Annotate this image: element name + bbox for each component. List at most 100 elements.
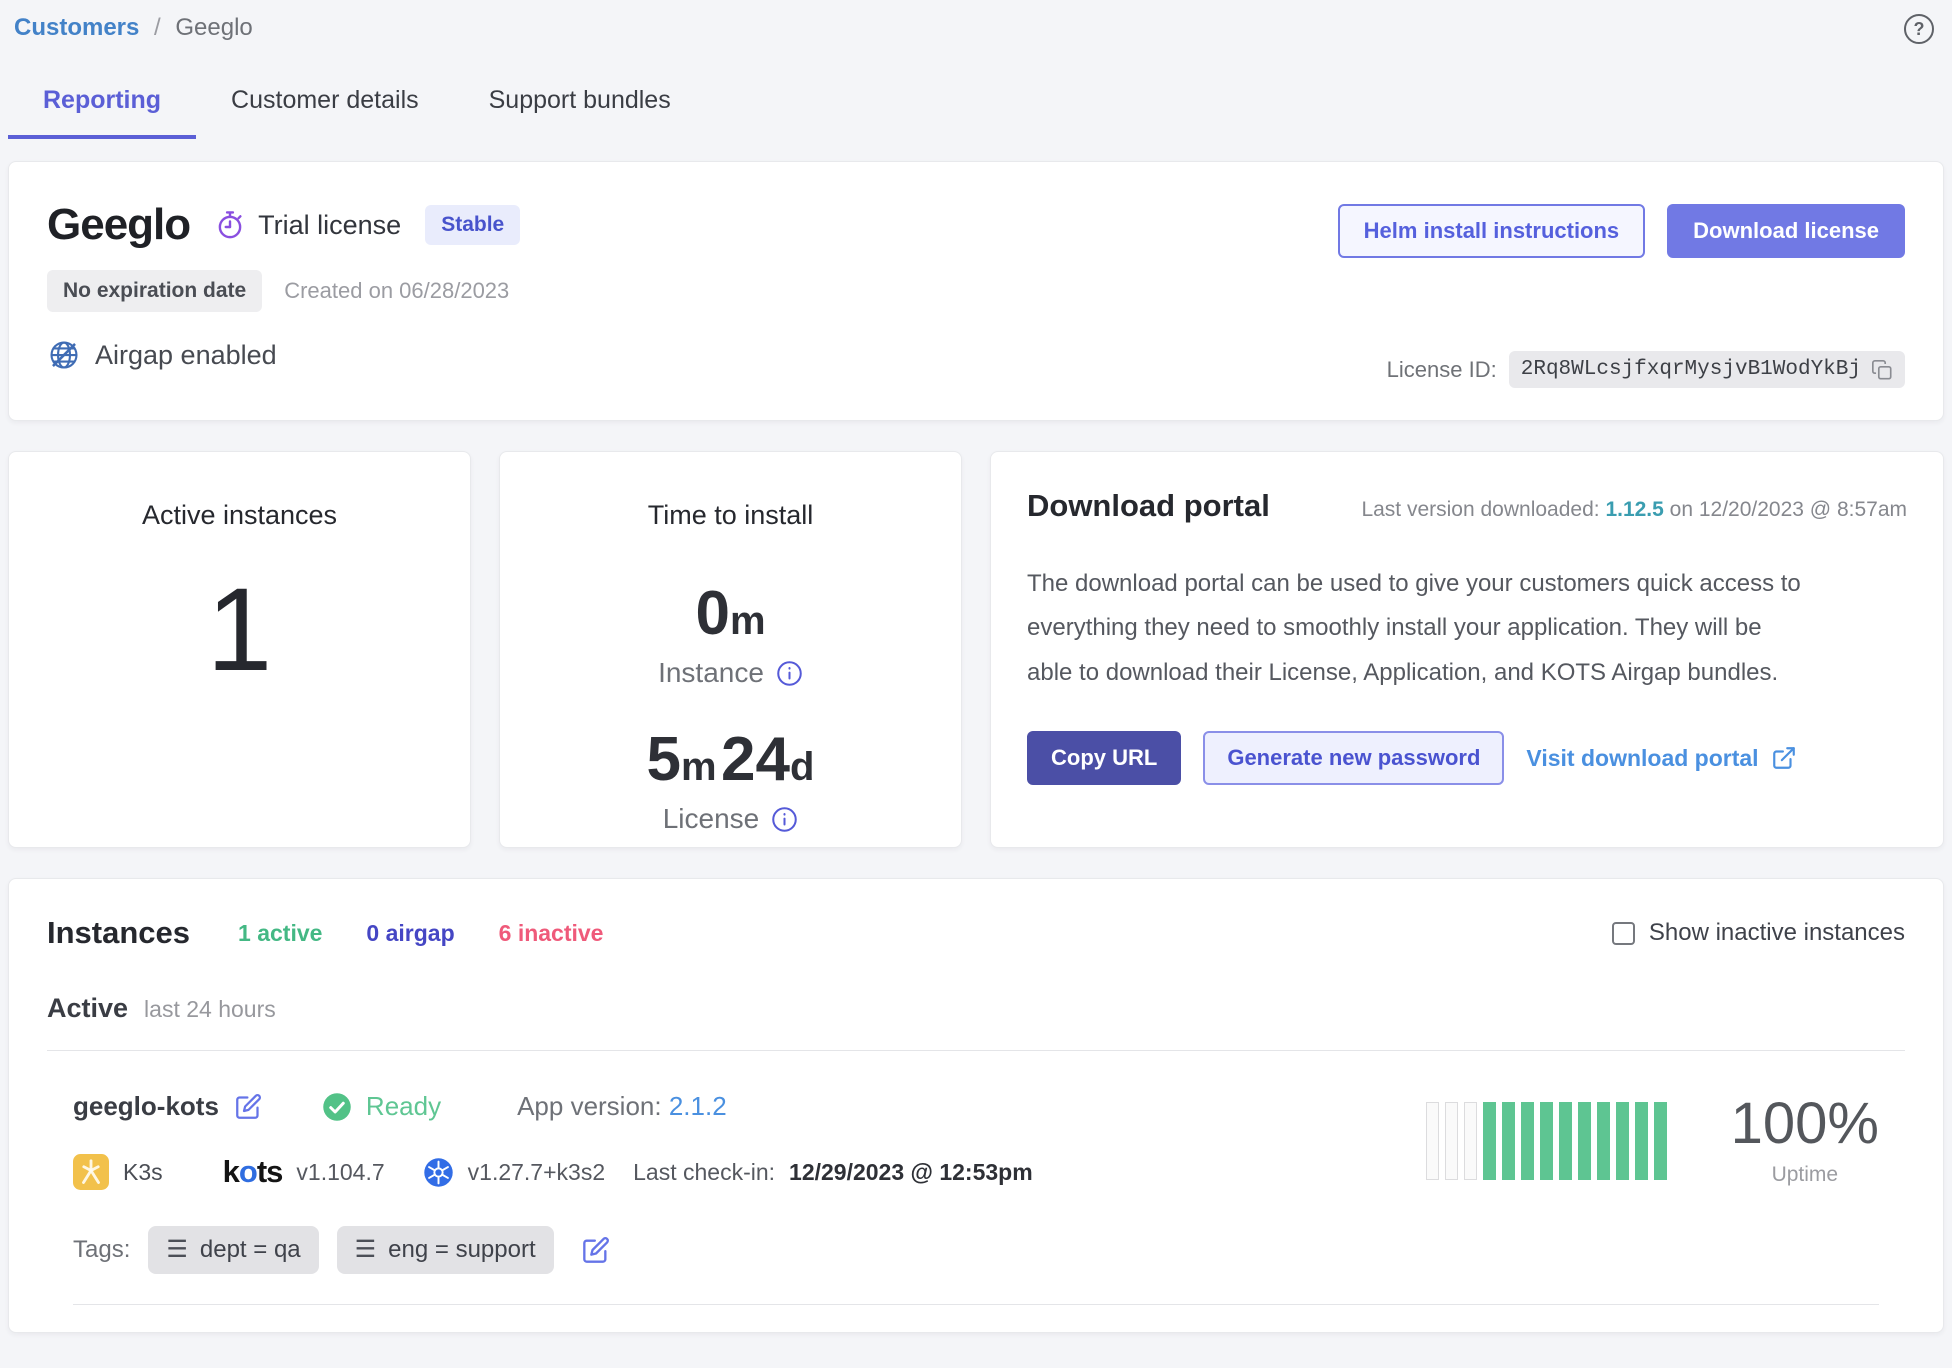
license-time-label: License [662,803,760,834]
license-time-label-row: License [500,803,961,835]
breadcrumb-separator: / [154,14,161,41]
download-portal-title: Download portal [1027,488,1270,523]
uptime-bar [1539,1102,1553,1180]
edit-tags-icon[interactable] [582,1236,610,1264]
airgap-enabled-label: Airgap enabled [95,339,277,370]
ready-check-icon [322,1092,352,1122]
top-bar: Customers / Geeglo ? [0,0,1952,44]
edit-instance-name-icon[interactable] [235,1093,262,1120]
uptime-label: Uptime [1771,1163,1839,1186]
info-icon[interactable] [776,660,803,687]
tag-bars-icon: ☰ [354,1236,377,1263]
copy-url-button[interactable]: Copy URL [1027,731,1182,786]
uptime-bar [1444,1102,1458,1180]
info-icon[interactable] [771,806,798,833]
app-version: App version: 2.1.2 [517,1091,727,1122]
divider [73,1304,1879,1305]
instance-time-number: 0 [695,579,730,648]
show-inactive-toggle[interactable]: Show inactive instances [1611,919,1905,947]
tag-text: dept = qa [199,1236,301,1263]
last-checkin-label: Last check-in: [633,1158,776,1185]
trial-timer-icon [214,209,246,241]
time-to-install-title: Time to install [647,500,814,530]
uptime-bar [1634,1102,1648,1180]
license-time-number-2: 24 [721,725,791,794]
app-version-label: App version: [517,1091,662,1121]
tag-pill[interactable]: ☰ eng = support [336,1226,554,1274]
license-type-label: Trial license [258,209,402,240]
license-type: Trial license [214,209,401,241]
k3s-icon [73,1154,109,1190]
license-time-unit-2: d [790,745,815,789]
inactive-count[interactable]: 6 inactive [498,919,604,946]
instance-status: Ready [365,1091,442,1121]
uptime-bar [1482,1102,1496,1180]
time-to-install-card: Time to install 0m Instance 5m 24d Licen… [499,451,962,848]
show-inactive-checkbox[interactable] [1611,921,1635,945]
instance-counts: 1 active 0 airgap 6 inactive [238,920,603,947]
tab-support-bundles[interactable]: Support bundles [488,86,671,114]
uptime-bar [1596,1102,1610,1180]
breadcrumb: Customers / Geeglo [14,14,253,42]
last-version-link[interactable]: 1.12.5 [1605,498,1664,521]
copy-icon[interactable] [1871,359,1893,381]
last-version-prefix: Last version downloaded: [1361,498,1606,521]
description-line: able to download their License, Applicat… [1027,658,1779,686]
description-line: The download portal can be used to give … [1027,570,1801,597]
download-license-button[interactable]: Download license [1667,204,1905,258]
tags-label: Tags: [73,1236,131,1263]
active-instances-count: 1 [206,564,273,696]
helm-install-instructions-button[interactable]: Helm install instructions [1337,204,1646,258]
instance-install-time: 0m [500,583,961,645]
visit-portal-label: Visit download portal [1526,744,1759,771]
show-inactive-label: Show inactive instances [1648,919,1905,946]
description-line: everything they need to smoothly install… [1027,614,1762,642]
visit-download-portal-link[interactable]: Visit download portal [1526,745,1796,772]
kots-logo-o: o [238,1154,258,1189]
airgap-globe-icon [47,338,81,372]
uptime-bar [1577,1102,1591,1180]
active-section-subtitle: last 24 hours [144,996,276,1022]
last-version-downloaded: Last version downloaded: 1.12.5 on 12/20… [1361,498,1907,522]
expiration-badge: No expiration date [47,270,263,312]
uptime-bar [1425,1102,1439,1180]
tab-bar: Reporting Customer details Support bundl… [0,72,1952,139]
help-icon[interactable]: ? [1904,14,1934,44]
kots-logo-k: k [222,1154,240,1189]
generate-password-button[interactable]: Generate new password [1203,731,1505,786]
app-version-link[interactable]: 2.1.2 [668,1091,727,1121]
last-version-suffix: on 12/20/2023 @ 8:57am [1663,498,1907,521]
license-time-number-1: 5 [646,725,682,794]
channel-badge: Stable [425,205,521,245]
breadcrumb-current: Geeglo [175,14,253,41]
created-date-text: Created on 06/28/2023 [284,278,510,303]
kubernetes-version: v1.27.7+k3s2 [467,1158,606,1185]
active-instances-card: Active instances 1 [8,451,471,848]
instance-time-unit: m [729,599,766,643]
uptime-bar [1653,1102,1667,1180]
license-summary-card: Geeglo Trial license Stable No expiratio… [8,161,1944,421]
kubernetes-icon [423,1157,454,1188]
kots-version: v1.104.7 [296,1158,385,1185]
uptime-percentage: 100% [1730,1091,1879,1156]
divider [47,1050,1905,1051]
tag-text: eng = support [388,1236,536,1263]
active-section-header: Active [47,993,129,1023]
tag-pill[interactable]: ☰ dept = qa [148,1226,319,1274]
uptime-bar [1520,1102,1534,1180]
uptime-bars [1425,1102,1667,1180]
license-id-label: License ID: [1386,356,1497,382]
airgap-count[interactable]: 0 airgap [366,919,455,946]
tag-bars-icon: ☰ [166,1236,188,1263]
tab-reporting[interactable]: Reporting [8,72,197,139]
uptime-bar [1501,1102,1515,1180]
instance-name[interactable]: geeglo-kots [73,1091,219,1121]
download-portal-description: The download portal can be used to give … [1027,562,1907,695]
distribution-label: K3s [123,1158,163,1185]
uptime-bar [1615,1102,1629,1180]
breadcrumb-customers-link[interactable]: Customers [14,14,140,41]
active-count[interactable]: 1 active [238,919,323,946]
tab-customer-details[interactable]: Customer details [231,86,419,114]
instances-title: Instances [47,915,191,950]
external-link-icon [1771,745,1797,771]
